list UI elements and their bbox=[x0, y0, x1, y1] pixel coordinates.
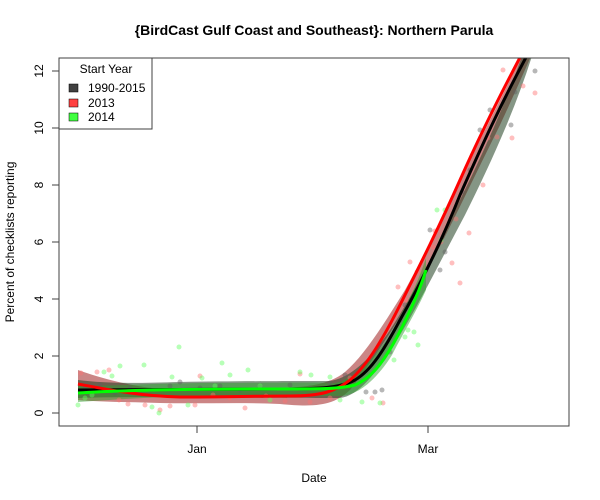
y-axis-label: Percent of checklists reporting bbox=[3, 162, 17, 323]
line-2013 bbox=[77, 58, 522, 399]
band-2013 bbox=[78, 58, 531, 406]
chart-title: {BirdCast Gulf Coast and Southeast}: Nor… bbox=[135, 22, 494, 38]
y-tick-labels: 0 2 4 6 8 10 12 bbox=[32, 64, 46, 416]
band-2014 bbox=[78, 258, 426, 402]
y-axis bbox=[52, 70, 60, 414]
ytick-4: 4 bbox=[32, 295, 46, 302]
legend-label-2014: 2014 bbox=[88, 110, 115, 124]
legend-swatch-1990-2015 bbox=[68, 83, 79, 93]
ytick-12: 12 bbox=[32, 64, 46, 78]
legend-swatch-2014 bbox=[68, 112, 79, 122]
ytick-10: 10 bbox=[32, 121, 46, 135]
legend-swatch-2013 bbox=[68, 98, 79, 108]
ytick-0: 0 bbox=[32, 409, 46, 416]
points-2014 bbox=[75, 207, 448, 416]
legend-label-1990-2015: 1990-2015 bbox=[88, 81, 146, 95]
ytick-6: 6 bbox=[32, 238, 46, 245]
xtick-mar: Mar bbox=[418, 442, 439, 456]
line-2014 bbox=[77, 269, 428, 395]
legend: Start Year 1990-2015 2013 2014 bbox=[58, 57, 153, 130]
xtick-jan: Jan bbox=[187, 442, 206, 456]
plot-area bbox=[75, 58, 538, 416]
ytick-8: 8 bbox=[32, 181, 46, 188]
x-axis bbox=[196, 426, 429, 433]
legend-label-2013: 2013 bbox=[88, 96, 115, 110]
ytick-2: 2 bbox=[32, 352, 46, 359]
x-axis-label: Date bbox=[301, 471, 327, 485]
legend-title: Start Year bbox=[80, 62, 133, 76]
